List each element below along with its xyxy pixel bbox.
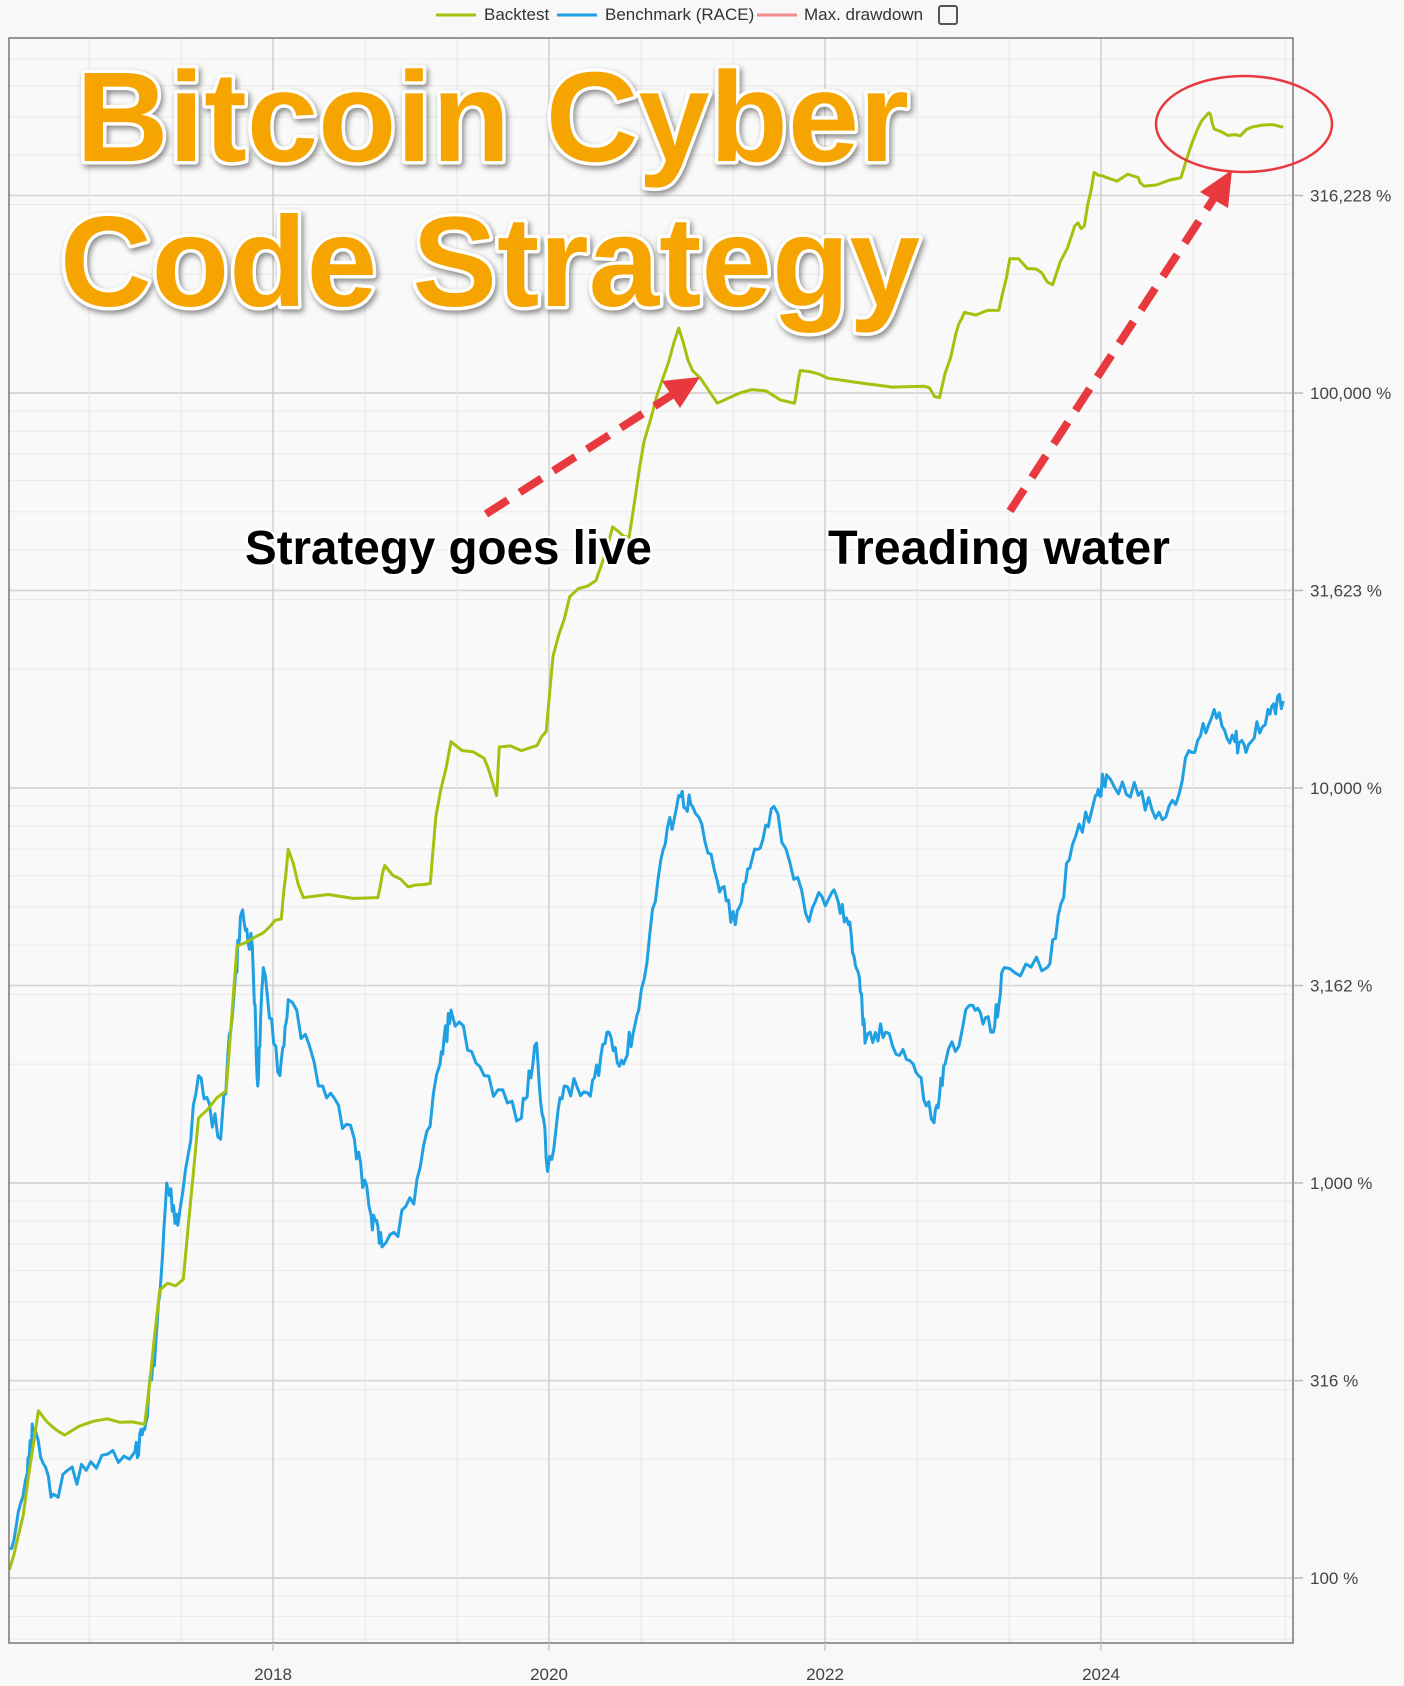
legend-label-max-drawdown: Max. drawdown — [804, 5, 923, 24]
title-line-1: Bitcoin Cyber — [76, 46, 909, 189]
treading-water-note: Treading water — [828, 522, 1170, 575]
y-tick-label: 31,623 % — [1310, 581, 1382, 600]
x-tick-label: 2020 — [530, 1665, 568, 1684]
arrow-strategy-live — [483, 377, 700, 518]
highlight-ellipse — [1154, 74, 1334, 174]
y-tick-label: 316 % — [1310, 1372, 1358, 1391]
x-tick-label: 2018 — [254, 1665, 292, 1684]
x-axis: 2018 2020 2022 2024 — [254, 1643, 1120, 1684]
max-drawdown-checkbox[interactable] — [938, 5, 958, 25]
arrow-treading-water — [1006, 170, 1232, 514]
y-tick-label: 100 % — [1310, 1569, 1358, 1588]
title-line-2: Code Strategy — [60, 191, 920, 334]
plot-frame — [8, 37, 1294, 1644]
series-layer — [7, 111, 1285, 1571]
legend-label-backtest: Backtest — [484, 5, 549, 24]
x-tick-label: 2024 — [1082, 1665, 1120, 1684]
series-line-benchmark-race — [9, 692, 1285, 1550]
y-axis: 100 % 316 % 1,000 % 3,162 % 10,000 % 31,623 %… — [1293, 186, 1391, 1588]
y-tick-label: 1,000 % — [1310, 1174, 1372, 1193]
x-tick-label: 2022 — [806, 1665, 844, 1684]
arrow-head-icon — [1200, 170, 1232, 208]
series-line-backtest — [7, 111, 1284, 1571]
strategy-goes-live-note: Strategy goes live — [245, 522, 652, 575]
legend-item-max-drawdown[interactable]: Max. drawdown — [757, 5, 958, 25]
y-tick-label: 316,228 % — [1310, 186, 1391, 205]
legend-item-benchmark[interactable]: Benchmark (RACE) — [557, 5, 754, 24]
legend: Backtest Benchmark (RACE) Max. drawdown — [436, 5, 958, 25]
legend-label-benchmark: Benchmark (RACE) — [605, 5, 754, 24]
dashed-arrow-line — [1006, 195, 1218, 514]
annotations: Bitcoin Cyber Code Strategy Strategy goe… — [57, 43, 1334, 578]
y-tick-label: 100,000 % — [1310, 384, 1391, 403]
legend-item-backtest[interactable]: Backtest — [436, 5, 549, 24]
y-tick-label: 10,000 % — [1310, 779, 1382, 798]
arrow-head-icon — [662, 377, 700, 408]
plot-background — [9, 38, 1293, 1643]
y-tick-label: 3,162 % — [1310, 977, 1372, 996]
grid — [9, 38, 1293, 1643]
